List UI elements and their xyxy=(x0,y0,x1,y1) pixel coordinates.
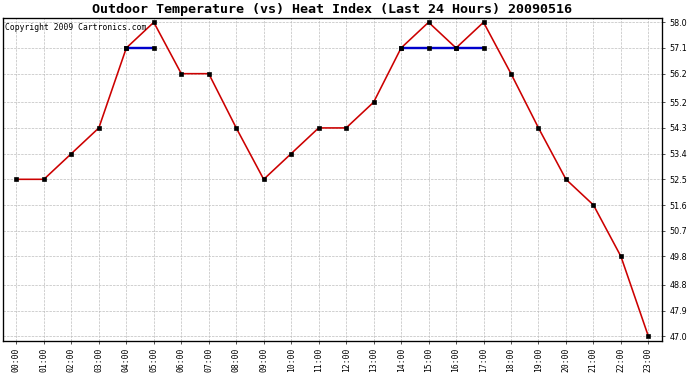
Text: Copyright 2009 Cartronics.com: Copyright 2009 Cartronics.com xyxy=(5,23,146,32)
Title: Outdoor Temperature (vs) Heat Index (Last 24 Hours) 20090516: Outdoor Temperature (vs) Heat Index (Las… xyxy=(92,3,573,16)
